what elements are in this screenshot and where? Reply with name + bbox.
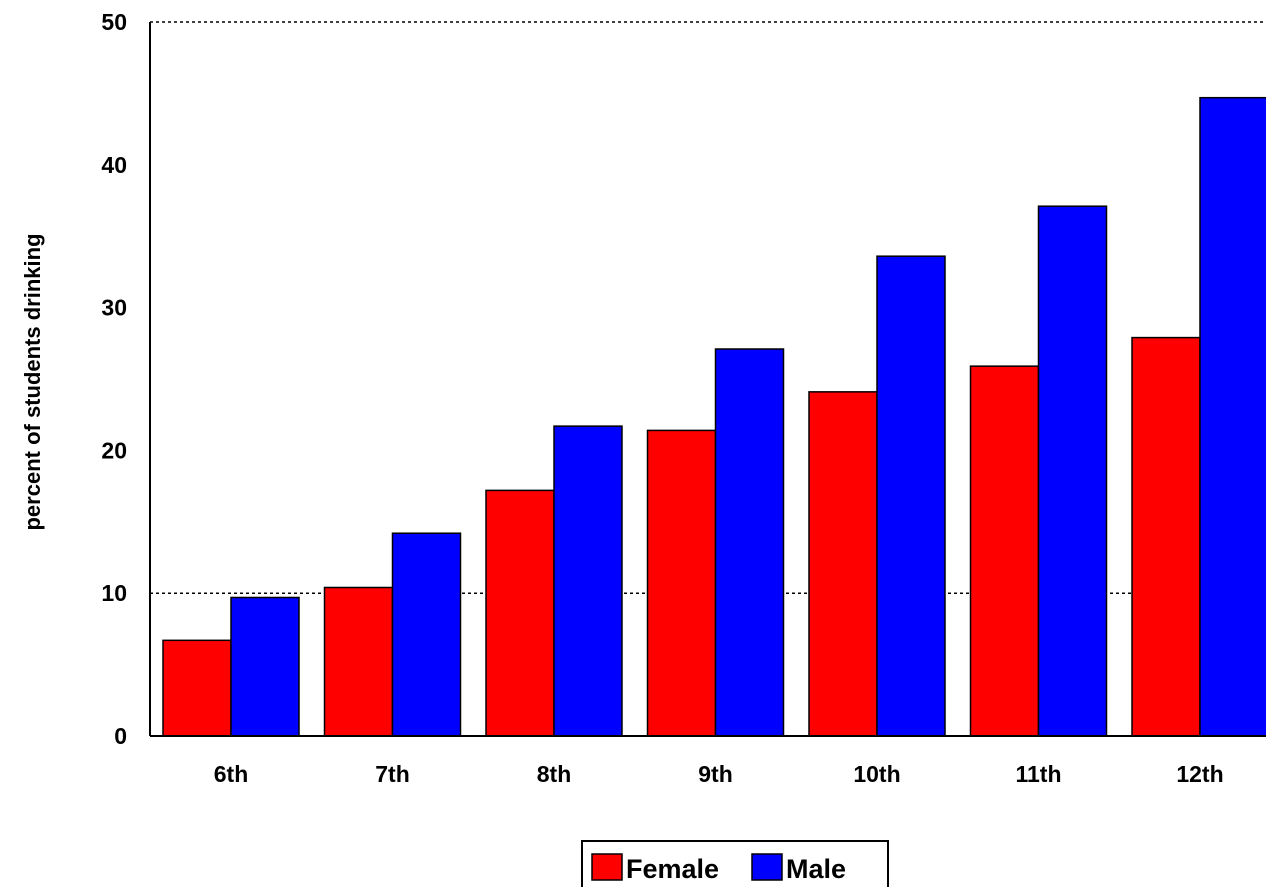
bar-female-6th bbox=[162, 639, 232, 737]
bar-male-11th bbox=[1037, 205, 1108, 737]
x-tick-label: 7th bbox=[375, 761, 410, 787]
legend-box bbox=[581, 840, 889, 887]
x-tick-label: 8th bbox=[537, 761, 572, 787]
x-tick-label: 10th bbox=[853, 761, 900, 787]
y-tick-label: 0 bbox=[114, 723, 127, 749]
bar-female-7th bbox=[323, 586, 394, 737]
bar-female-11th bbox=[969, 365, 1040, 737]
y-tick-labels: 0 10 20 30 40 50 bbox=[101, 9, 127, 749]
legend-swatch-female bbox=[591, 853, 623, 881]
bar-male-7th bbox=[391, 532, 462, 737]
bar-male-9th bbox=[714, 348, 785, 737]
y-tick-label: 30 bbox=[101, 295, 127, 321]
bar-female-8th bbox=[485, 489, 555, 737]
x-tick-label: 9th bbox=[698, 761, 733, 787]
x-tick-label: 6th bbox=[214, 761, 249, 787]
legend-swatch-male bbox=[751, 853, 783, 881]
y-tick-label: 40 bbox=[101, 152, 127, 178]
legend-label-female: Female bbox=[626, 854, 719, 884]
bar-female-10th bbox=[808, 391, 878, 737]
legend: Female Male bbox=[581, 840, 889, 887]
y-tick-label: 10 bbox=[101, 580, 127, 606]
bar-male-6th bbox=[230, 596, 300, 737]
x-tick-labels: 6th 7th 8th 9th 10th 11th 12th bbox=[214, 761, 1224, 787]
x-tick-label: 12th bbox=[1176, 761, 1223, 787]
axes bbox=[149, 22, 1266, 737]
bar-male-8th bbox=[553, 425, 623, 737]
y-tick-label: 20 bbox=[101, 437, 127, 463]
bar-female-12th bbox=[1131, 336, 1201, 737]
bar-female-9th bbox=[646, 429, 717, 737]
bars bbox=[162, 96, 1266, 737]
bar-male-10th bbox=[876, 255, 946, 737]
y-tick-label: 50 bbox=[101, 9, 127, 35]
bar-male-12th bbox=[1199, 96, 1266, 737]
y-axis-title: percent of students drinking bbox=[20, 233, 45, 530]
x-tick-label: 11th bbox=[1015, 761, 1061, 787]
legend-label-male: Male bbox=[786, 854, 846, 884]
